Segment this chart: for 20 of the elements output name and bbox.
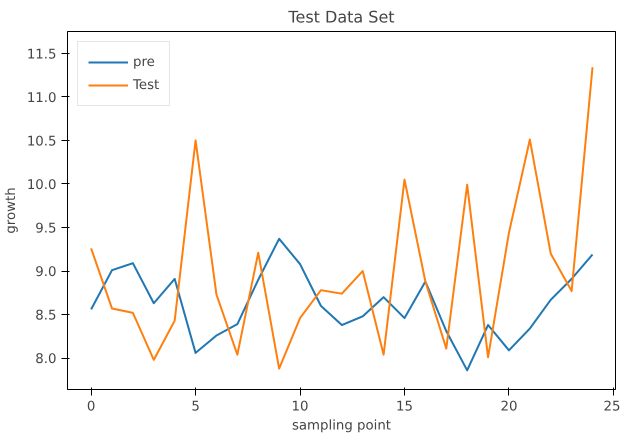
line-series <box>90 238 594 372</box>
legend-label: pre <box>133 54 155 70</box>
x-tick-label: 0 <box>86 400 96 414</box>
x-tick-label: 20 <box>500 400 518 414</box>
x-axis-title: sampling point <box>292 418 392 434</box>
y-tick-label: 10.5 <box>26 134 57 150</box>
y-axis-title: growth <box>4 187 19 234</box>
x-tick-label: 10 <box>292 400 309 414</box>
legend-label: Test <box>133 78 160 92</box>
y-tick-label: 11.0 <box>26 90 57 106</box>
y-tick-label: 8.5 <box>35 308 57 324</box>
x-tick-label: 15 <box>396 400 413 414</box>
y-tick-label: 10.0 <box>26 178 57 193</box>
x-tick-label: 25 <box>604 400 621 414</box>
y-tick-label: 9.0 <box>35 265 57 280</box>
y-tick-label: 8.0 <box>35 352 57 368</box>
chart-title: Test Data Set <box>287 8 395 26</box>
x-tick-label: 5 <box>191 400 200 414</box>
y-tick-label: 11.5 <box>26 47 57 62</box>
y-tick-label: 9.5 <box>35 221 57 236</box>
